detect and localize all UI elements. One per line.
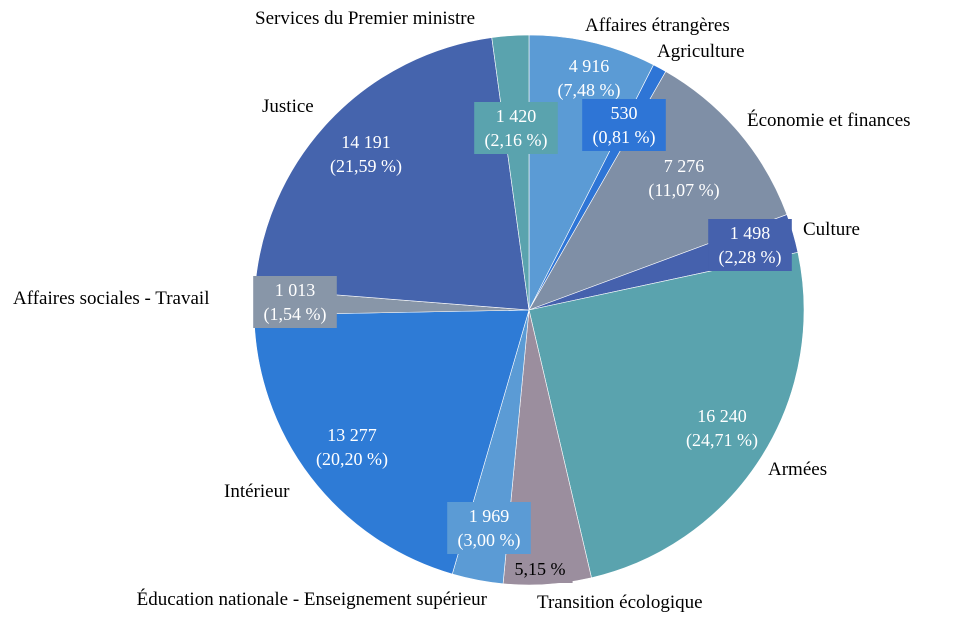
value-label-box-8 (253, 276, 337, 328)
value-label-2-line-1: (11,07 %) (648, 180, 719, 201)
value-label-8-line-0: 1 013 (275, 280, 316, 300)
category-label-services-premier-ministre: Services du Premier ministre (255, 8, 475, 29)
value-label-4-line-1: (24,71 %) (686, 430, 758, 451)
pie-slice-9 (254, 37, 530, 311)
value-label-2: 7 276 (11,07 %) (648, 156, 719, 201)
category-label-armees: Armées (768, 459, 827, 480)
value-label-3: 1 498 (2,28 %) (708, 219, 792, 271)
value-label-6-line-0: 1 969 (469, 506, 510, 526)
value-label-box-3 (708, 219, 792, 271)
value-label-9: 14 191 (21,59 %) (330, 132, 402, 177)
value-label-5-line-0: 5,15 % (515, 559, 566, 579)
value-label-8: 1 013 (1,54 %) (253, 276, 337, 328)
value-label-7-line-1: (20,20 %) (316, 449, 388, 470)
value-label-box-6 (447, 502, 531, 554)
category-label-economie-finances: Économie et finances (747, 109, 911, 131)
value-label-9-line-0: 14 191 (341, 132, 391, 152)
category-labels: Affaires étrangères Agriculture Économie… (13, 8, 911, 613)
value-label-4-line-0: 16 240 (697, 406, 747, 426)
category-label-affaires-sociales: Affaires sociales - Travail (13, 288, 209, 309)
value-label-0: 4 916 (7,48 %) (558, 56, 621, 101)
value-label-10: 1 420 (2,16 %) (474, 102, 558, 154)
value-label-1-line-1: (0,81 %) (593, 127, 656, 148)
value-label-1: 530 (0,81 %) (582, 99, 666, 151)
value-label-7-line-0: 13 277 (327, 425, 377, 445)
value-label-3-line-0: 1 498 (730, 223, 771, 243)
value-label-0-line-1: (7,48 %) (558, 80, 621, 101)
value-label-box-10 (474, 102, 558, 154)
value-label-9-line-1: (21,59 %) (330, 156, 402, 177)
value-label-1-line-0: 530 (611, 103, 638, 123)
value-label-10-line-1: (2,16 %) (485, 130, 548, 151)
value-label-5: 5,15 % (507, 555, 573, 583)
value-label-7: 13 277 (20,20 %) (316, 425, 388, 470)
category-label-agriculture: Agriculture (657, 41, 745, 62)
category-label-education-nationale: Éducation nationale - Enseignement supér… (137, 588, 488, 610)
category-label-transition-ecologique: Transition écologique (537, 592, 703, 613)
value-label-3-line-1: (2,28 %) (719, 247, 782, 268)
category-label-affaires-etrangeres: Affaires étrangères (585, 15, 730, 36)
value-labels: 4 916 (7,48 %)530 (0,81 %) 7 276 (11,07 %) 1 … (253, 56, 792, 583)
value-label-box-1 (582, 99, 666, 151)
category-label-interieur: Intérieur (224, 481, 290, 502)
category-label-culture: Culture (803, 219, 860, 240)
pie-slice-2 (528, 71, 788, 311)
category-label-justice: Justice (262, 96, 314, 117)
value-label-4: 16 240 (24,71 %) (686, 406, 758, 451)
value-label-6: 1 969 (3,00 %) (447, 502, 531, 554)
value-label-0-line-0: 4 916 (569, 56, 610, 76)
value-label-8-line-1: (1,54 %) (264, 304, 327, 325)
pie-slice-4 (528, 252, 805, 579)
value-label-6-line-1: (3,00 %) (458, 530, 521, 551)
value-label-box-5 (507, 555, 573, 583)
value-label-2-line-0: 7 276 (664, 156, 705, 176)
value-label-10-line-0: 1 420 (496, 106, 537, 126)
